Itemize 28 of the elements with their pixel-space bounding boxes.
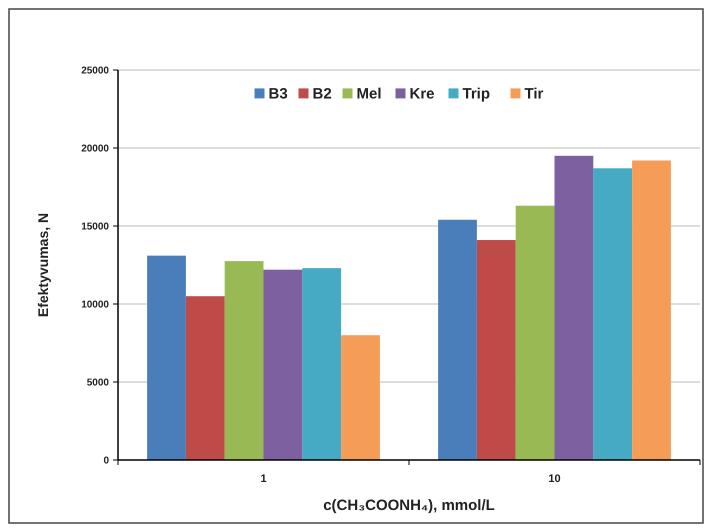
y-tick-label: 0	[103, 456, 110, 466]
legend-label: Tir	[524, 86, 544, 103]
y-tick-label: 20000	[81, 144, 110, 154]
bar	[341, 335, 380, 460]
legend-label: B3	[268, 86, 288, 103]
y-tick-label: 15000	[81, 222, 110, 232]
bar	[516, 206, 554, 460]
bar	[147, 256, 186, 460]
x-tick-label: 1	[260, 473, 267, 485]
y-tick-label: 5000	[86, 378, 110, 388]
x-axis-title: c(CH₃COONH₄), mmol/L	[323, 497, 495, 514]
bar	[438, 220, 477, 460]
bar	[224, 261, 264, 460]
bar	[476, 240, 516, 460]
legend-label: Mel	[356, 86, 382, 103]
y-tick-label: 25000	[81, 66, 110, 76]
x-tick-label: 10	[548, 473, 561, 485]
bar	[554, 156, 594, 460]
legend-label: B2	[312, 86, 332, 103]
bar	[302, 268, 342, 460]
y-axis-title: Efektyvumas, N	[35, 212, 51, 318]
legend-label: Kre	[410, 86, 435, 103]
bar	[264, 270, 302, 460]
bar	[593, 168, 632, 460]
bar	[186, 296, 225, 460]
legend-label: Trip	[462, 86, 490, 103]
y-tick-label: 10000	[81, 300, 110, 310]
bar	[632, 160, 671, 460]
